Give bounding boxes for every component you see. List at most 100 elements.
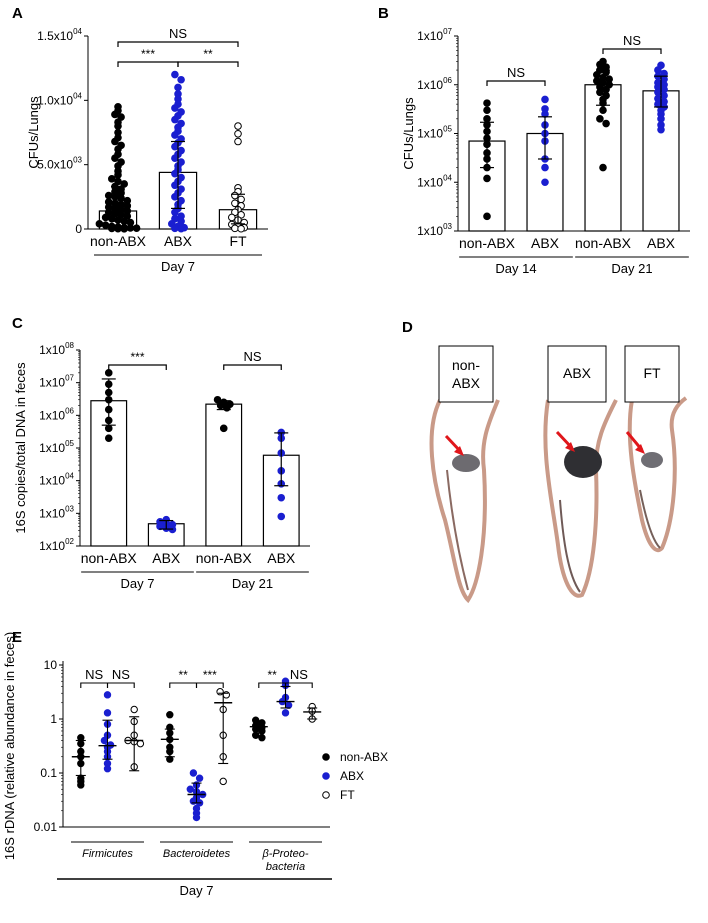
data-point xyxy=(108,224,116,233)
data-point xyxy=(114,122,122,130)
y-tick-label: 0.01 xyxy=(34,820,58,834)
significance-bracket xyxy=(117,41,239,47)
data-point xyxy=(111,154,119,163)
data-point xyxy=(114,171,122,179)
y-tick-label: 0 xyxy=(75,222,82,236)
y-tick-label: 1.5x1004 xyxy=(37,27,82,43)
data-point xyxy=(231,191,239,200)
label-non-abx-line2: ABX xyxy=(452,375,481,391)
significance-label: *** xyxy=(141,47,155,61)
group-label: Day 21 xyxy=(232,576,273,591)
y-tick-label: 1.0x1004 xyxy=(37,91,82,107)
data-point xyxy=(101,213,110,222)
data-point xyxy=(192,813,201,822)
label-box-ft xyxy=(624,345,680,403)
data-point xyxy=(483,174,491,183)
bar-non-ABX xyxy=(90,400,128,547)
y-tick-label: 1x1006 xyxy=(417,76,452,92)
data-point xyxy=(103,709,112,717)
arrow-abx-head xyxy=(565,442,575,452)
data-point xyxy=(177,224,185,233)
category-label: ABX xyxy=(267,550,296,566)
chart-b: 1x1003 1x1004 1x1005 1x1006 1x1007 CFUs/Lungs… xyxy=(401,27,690,276)
data-point xyxy=(174,83,182,92)
data-point xyxy=(599,163,607,172)
data-point xyxy=(541,163,549,172)
chart-a: 0 5.0x1003 1.0x1004 1.5x1004 CFUs/Lungs non-A… xyxy=(26,26,268,274)
significance-label: *** xyxy=(203,668,217,682)
y-axis-label: CFUs/Lungs xyxy=(26,96,41,169)
data-point xyxy=(103,691,112,699)
data-point xyxy=(213,395,222,404)
label-ft: FT xyxy=(643,365,661,381)
label-non-abx-line1: non- xyxy=(452,357,480,373)
data-point xyxy=(171,181,179,190)
data-point xyxy=(104,434,113,442)
data-point xyxy=(171,70,179,79)
significance-bracket xyxy=(258,682,287,688)
y-axis-label: 16S rDNA (relative abundance in feces) xyxy=(2,632,17,860)
group-label: Day 7 xyxy=(121,576,155,591)
y-tick-label: 10 xyxy=(44,658,58,672)
significance-bracket xyxy=(106,682,135,688)
category-label: non-ABX xyxy=(81,550,138,566)
cecum-ft xyxy=(641,452,663,468)
chart-c: 1x1002 1x1003 1x1004 1x1005 1x1006 1x1007 1x10… xyxy=(13,341,310,591)
data-point xyxy=(657,125,665,134)
data-point xyxy=(216,688,224,696)
data-point xyxy=(219,424,228,433)
significance-bracket xyxy=(169,682,198,688)
data-point xyxy=(599,106,607,115)
intestine-middle xyxy=(543,399,618,598)
y-tick-label: 0.1 xyxy=(40,766,57,780)
legend-label: FT xyxy=(340,788,355,802)
intestine-right-inner xyxy=(639,489,661,549)
arrow-non-abx-head xyxy=(454,446,464,456)
data-point xyxy=(237,195,245,204)
data-point xyxy=(166,711,174,719)
data-point xyxy=(602,119,610,128)
data-point xyxy=(120,225,128,233)
category-label: FT xyxy=(229,233,247,249)
significance-bracket xyxy=(486,80,546,86)
significance-bracket xyxy=(177,61,239,67)
taxon-label: Bacteroidetes xyxy=(163,848,231,860)
data-point xyxy=(541,95,549,104)
y-tick-label: 1x1002 xyxy=(39,537,74,553)
intestine-left xyxy=(429,399,500,604)
data-point xyxy=(281,709,290,717)
data-point xyxy=(177,75,185,84)
data-point xyxy=(654,88,662,97)
significance-bracket xyxy=(80,682,109,688)
data-point xyxy=(189,797,198,805)
category-label: non-ABX xyxy=(575,235,632,251)
legend-marker xyxy=(322,753,330,761)
data-point xyxy=(483,212,491,221)
significance-bracket xyxy=(602,48,662,54)
data-point xyxy=(171,104,179,112)
data-point xyxy=(130,705,138,714)
data-point xyxy=(171,115,179,124)
significance-label: NS xyxy=(290,667,308,682)
category-label: ABX xyxy=(531,235,560,251)
significance-label: NS xyxy=(243,349,261,364)
data-point xyxy=(222,691,231,699)
data-point xyxy=(277,493,286,502)
data-point xyxy=(216,401,225,410)
data-point xyxy=(108,175,116,183)
data-point xyxy=(252,731,260,739)
data-point xyxy=(104,424,113,433)
significance-bracket xyxy=(117,61,179,67)
y-axis-label: 16S copies/total DNA in feces xyxy=(13,362,28,534)
data-point xyxy=(228,213,236,222)
panel-label-a: A xyxy=(12,5,23,22)
data-point xyxy=(126,224,135,232)
data-point xyxy=(219,777,227,786)
data-point xyxy=(132,224,141,233)
category-label: ABX xyxy=(647,235,676,251)
data-point xyxy=(541,178,549,187)
data-point xyxy=(483,106,491,115)
intestine-middle-inner xyxy=(559,499,581,593)
y-tick-label: 1x1005 xyxy=(39,439,74,455)
